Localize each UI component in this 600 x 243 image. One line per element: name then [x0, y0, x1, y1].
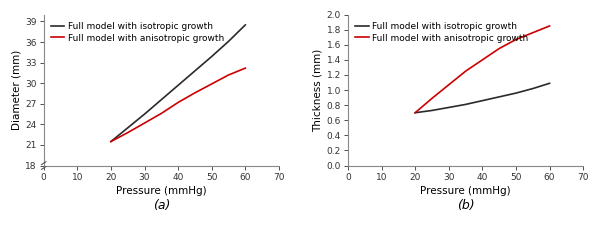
Full model with anisotropic growth — [479, 59, 486, 61]
Y-axis label: Diameter (mm): Diameter (mm) — [11, 50, 21, 130]
Legend: Full model with isotropic growth, Full model with anisotropic growth: Full model with isotropic growth, Full m… — [48, 19, 227, 45]
Full model with isotropic growth — [225, 40, 232, 43]
Full model with isotropic growth — [479, 99, 486, 102]
Full model with anisotropic growth — [512, 38, 520, 41]
Full model with isotropic growth — [191, 69, 199, 72]
Full model with isotropic growth — [175, 84, 182, 87]
Full model with anisotropic growth — [529, 31, 536, 34]
Full model with anisotropic growth — [428, 97, 436, 100]
Full model with anisotropic growth — [141, 122, 148, 124]
Full model with anisotropic growth — [191, 91, 199, 94]
Full model with anisotropic growth — [158, 112, 165, 115]
Full model with anisotropic growth — [208, 82, 215, 85]
Full model with isotropic growth — [496, 95, 503, 98]
Line: Full model with isotropic growth: Full model with isotropic growth — [111, 25, 245, 142]
Full model with anisotropic growth — [496, 47, 503, 50]
Legend: Full model with isotropic growth, Full model with anisotropic growth: Full model with isotropic growth, Full m… — [352, 19, 531, 45]
Y-axis label: Thickness (mm): Thickness (mm) — [313, 48, 322, 132]
Full model with isotropic growth — [462, 103, 469, 106]
Line: Full model with isotropic growth: Full model with isotropic growth — [415, 83, 550, 113]
Full model with anisotropic growth — [445, 83, 452, 86]
Full model with anisotropic growth — [225, 74, 232, 77]
Full model with isotropic growth — [428, 109, 436, 112]
Line: Full model with anisotropic growth: Full model with anisotropic growth — [111, 68, 245, 142]
Full model with isotropic growth — [107, 140, 115, 143]
Full model with anisotropic growth — [124, 131, 131, 134]
Full model with anisotropic growth — [107, 140, 115, 143]
Full model with isotropic growth — [158, 98, 165, 101]
Full model with isotropic growth — [141, 113, 148, 116]
Text: (b): (b) — [457, 199, 475, 212]
Full model with anisotropic growth — [412, 111, 419, 114]
Full model with isotropic growth — [208, 55, 215, 58]
Full model with isotropic growth — [412, 111, 419, 114]
Full model with anisotropic growth — [242, 67, 249, 69]
Full model with isotropic growth — [242, 23, 249, 26]
Full model with anisotropic growth — [462, 70, 469, 73]
Full model with anisotropic growth — [175, 101, 182, 104]
Full model with isotropic growth — [529, 87, 536, 90]
Line: Full model with anisotropic growth: Full model with anisotropic growth — [415, 26, 550, 113]
X-axis label: Pressure (mmHg): Pressure (mmHg) — [116, 186, 206, 196]
Full model with isotropic growth — [512, 92, 520, 95]
Full model with isotropic growth — [445, 106, 452, 109]
Full model with anisotropic growth — [546, 25, 553, 27]
Full model with isotropic growth — [124, 126, 131, 129]
Full model with isotropic growth — [546, 82, 553, 85]
Text: (a): (a) — [152, 199, 170, 212]
X-axis label: Pressure (mmHg): Pressure (mmHg) — [420, 186, 511, 196]
